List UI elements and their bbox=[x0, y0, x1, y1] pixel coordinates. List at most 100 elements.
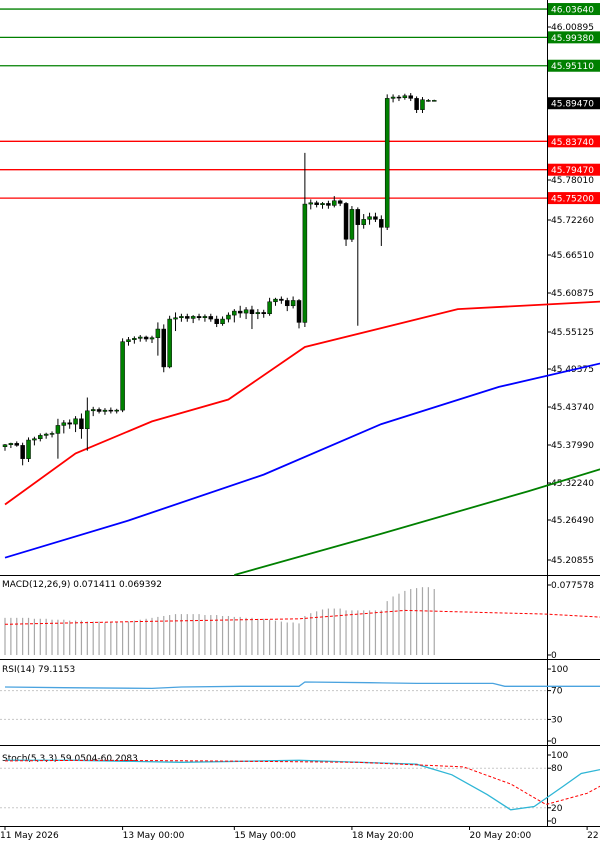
bear-candle bbox=[108, 409, 114, 412]
bull-candle bbox=[43, 433, 49, 436]
macd-tick-label: 0 bbox=[551, 651, 557, 661]
bear-candle bbox=[261, 312, 266, 315]
bull-candle bbox=[420, 99, 425, 110]
bull-candle bbox=[137, 336, 143, 339]
bear-candle bbox=[408, 95, 413, 99]
bear-candle bbox=[249, 309, 255, 315]
price-tick-label: 45.72260 bbox=[551, 216, 594, 226]
bull-candle bbox=[190, 316, 196, 319]
rsi-tick-label: 100 bbox=[551, 665, 568, 675]
bull-candle bbox=[61, 422, 67, 426]
bull-candle bbox=[8, 443, 14, 445]
price-tick-label: 46.00895 bbox=[551, 23, 594, 33]
time-axis-label: 18 May 20:00 bbox=[352, 831, 414, 841]
bear-candle bbox=[296, 300, 302, 323]
bull-candle bbox=[90, 409, 96, 412]
bull-candle bbox=[55, 425, 61, 434]
macd-tick-label: 0.077578 bbox=[551, 581, 594, 591]
bear-candle bbox=[67, 422, 72, 425]
level-price-label: 45.75200 bbox=[551, 195, 594, 205]
bear-candle bbox=[355, 209, 361, 225]
bear-candle bbox=[237, 310, 243, 314]
price-tick-label: 45.43740 bbox=[551, 403, 594, 413]
bull-candle bbox=[173, 317, 178, 320]
price-tick-label: 45.66510 bbox=[551, 251, 594, 261]
stoch-main-line bbox=[5, 759, 600, 811]
level-price-label: 45.83740 bbox=[551, 138, 594, 148]
price-tick-label: 45.37990 bbox=[551, 441, 594, 451]
bull-candle bbox=[102, 409, 108, 412]
stoch-signal-line bbox=[4, 759, 600, 806]
bull-candle bbox=[402, 95, 408, 98]
bear-candle bbox=[396, 96, 402, 99]
price-tick-label: 45.32240 bbox=[551, 479, 594, 489]
bear-candle bbox=[379, 219, 384, 228]
bull-candle bbox=[167, 318, 172, 368]
bull-candle bbox=[431, 100, 437, 102]
bull-candle bbox=[132, 338, 137, 340]
price-tick-label: 45.20855 bbox=[551, 556, 594, 566]
rsi-tick-label: 30 bbox=[551, 715, 563, 725]
time-axis-label: 11 May 2026 bbox=[0, 831, 59, 841]
rsi-title: RSI(14) 79.1153 bbox=[2, 665, 75, 675]
level-price-label: 46.03640 bbox=[551, 6, 594, 16]
bear-candle bbox=[185, 316, 190, 319]
price-tick-label: 45.55125 bbox=[551, 328, 594, 338]
bull-candle bbox=[384, 98, 390, 228]
moving-average-line-0 bbox=[4, 300, 600, 506]
bull-candle bbox=[267, 301, 272, 315]
current-price-tag bbox=[548, 97, 600, 110]
bear-candle bbox=[337, 200, 343, 204]
time-axis-label: 22 May 20:00 bbox=[587, 831, 600, 841]
bear-candle bbox=[208, 316, 214, 320]
bear-candle bbox=[96, 409, 102, 412]
bull-candle bbox=[49, 433, 55, 435]
bull-candle bbox=[232, 310, 237, 316]
bull-candle bbox=[114, 409, 119, 412]
bear-candle bbox=[196, 316, 202, 318]
price-tick-label: 45.60875 bbox=[551, 289, 594, 299]
bull-candle bbox=[308, 202, 314, 205]
bull-candle bbox=[85, 410, 90, 430]
bull-candle bbox=[226, 314, 231, 320]
bear-candle bbox=[214, 318, 219, 324]
rsi-line bbox=[4, 681, 600, 690]
level-price-tag bbox=[548, 3, 600, 16]
bull-candle bbox=[179, 316, 184, 318]
level-price-tag bbox=[548, 59, 600, 72]
rsi-tick-label: 70 bbox=[551, 687, 563, 697]
level-price-tag bbox=[548, 192, 600, 205]
bull-candle bbox=[2, 444, 8, 447]
bull-candle bbox=[390, 96, 396, 99]
bull-candle bbox=[367, 216, 372, 220]
bull-candle bbox=[361, 219, 366, 225]
stoch-tick-label: 80 bbox=[551, 764, 563, 774]
bull-candle bbox=[349, 209, 355, 240]
bear-candle bbox=[343, 203, 349, 240]
price-tick-label: 45.78010 bbox=[551, 176, 594, 186]
macd-signal-line bbox=[4, 609, 600, 625]
bull-candle bbox=[26, 439, 31, 459]
level-price-tag bbox=[548, 31, 600, 44]
bull-candle bbox=[155, 328, 161, 338]
bull-candle bbox=[243, 309, 249, 314]
bear-candle bbox=[326, 203, 331, 206]
level-price-label: 45.99380 bbox=[551, 34, 594, 44]
bull-candle bbox=[126, 339, 131, 342]
level-price-tag bbox=[548, 135, 600, 148]
price-tick-label: 45.26490 bbox=[551, 516, 594, 526]
bull-candle bbox=[320, 203, 325, 205]
bull-candle bbox=[202, 316, 208, 318]
current-price-label: 45.89470 bbox=[551, 100, 594, 110]
bull-candle bbox=[302, 203, 308, 323]
bull-candle bbox=[290, 300, 296, 307]
level-price-label: 45.95110 bbox=[551, 62, 594, 72]
stoch-tick-label: 100 bbox=[551, 751, 568, 761]
macd-title: MACD(12,26,9) 0.071411 0.069392 bbox=[2, 580, 162, 590]
bull-candle bbox=[255, 312, 261, 315]
bull-candle bbox=[73, 418, 78, 425]
time-axis-label: 20 May 20:00 bbox=[470, 831, 532, 841]
bear-candle bbox=[284, 300, 290, 307]
